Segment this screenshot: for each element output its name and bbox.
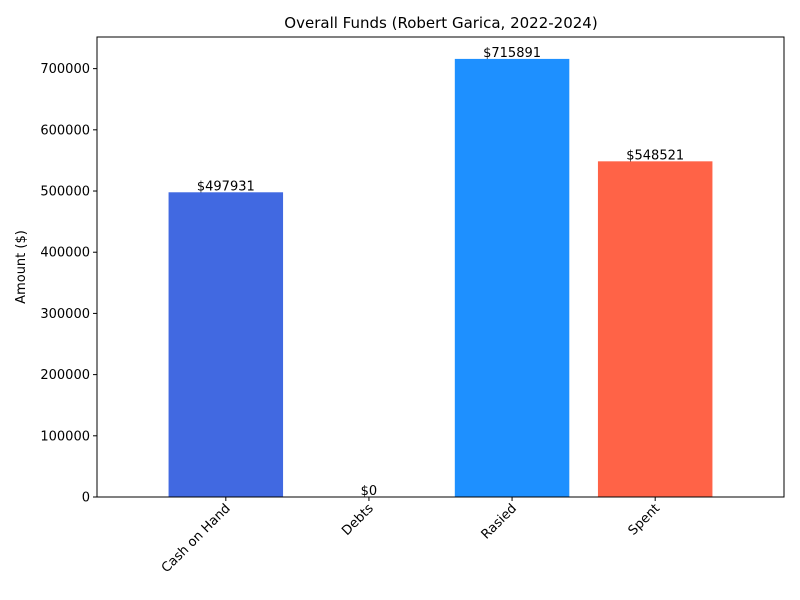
y-tick-label: 700000 (40, 62, 90, 77)
x-tick-label: Cash on Hand (159, 501, 234, 576)
y-axis: 0 100000 200000 300000 400000 500000 600000 700… (40, 62, 97, 506)
bars-group (168, 58, 713, 497)
chart-title: Overall Funds (Robert Garica, 2022-2024) (284, 14, 597, 32)
x-tick-label: Spent (626, 501, 663, 538)
data-label: $715891 (483, 46, 541, 61)
x-axis: Cash on Hand Debts Rasied Spent (159, 497, 663, 576)
y-tick-label: 200000 (40, 368, 90, 383)
data-label: $497931 (197, 179, 255, 194)
data-labels-group: $497931 $0 $715891 $548521 (197, 46, 684, 499)
y-tick-label: 600000 (40, 123, 90, 138)
y-tick-label: 300000 (40, 307, 90, 322)
plot-frame (96, 36, 785, 498)
y-tick-label: 100000 (40, 429, 90, 444)
y-tick-label: 400000 (40, 246, 90, 261)
y-axis-label: Amount ($) (14, 230, 29, 304)
bar-spent (597, 161, 713, 497)
y-tick-label: 0 (82, 491, 90, 506)
x-tick-label: Debts (339, 501, 377, 539)
data-label: $0 (361, 484, 378, 499)
data-label: $548521 (626, 148, 684, 163)
bar-cash-on-hand (168, 192, 284, 497)
bar-rasied (454, 58, 570, 497)
y-tick-label: 500000 (40, 185, 90, 200)
x-tick-label: Rasied (479, 501, 520, 542)
